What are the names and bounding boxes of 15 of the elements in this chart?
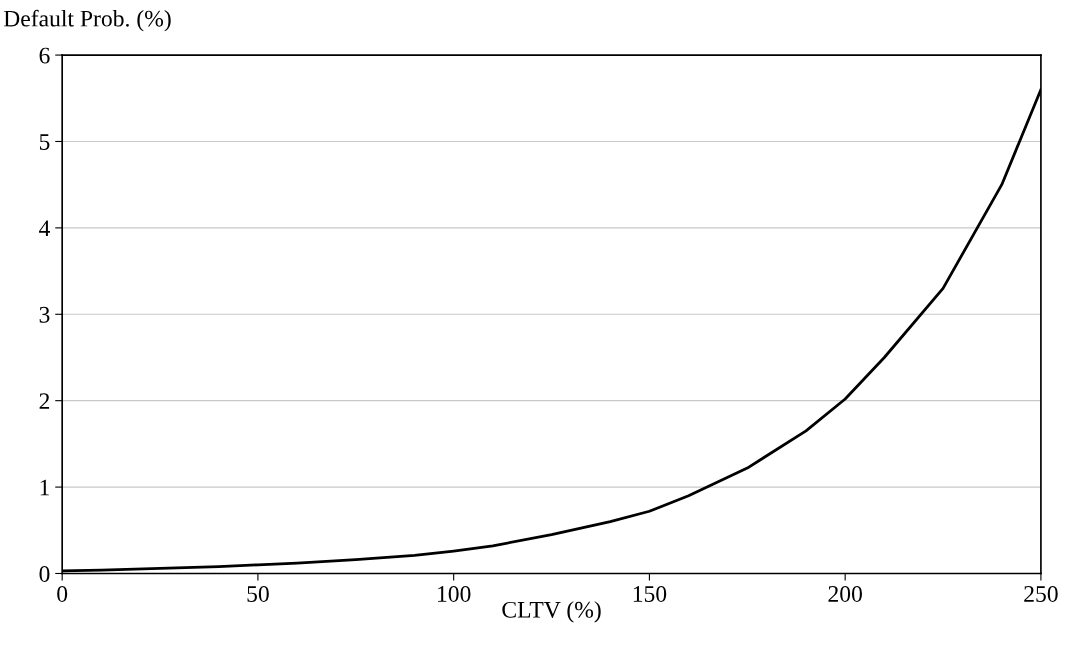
x-tick-label: 250 <box>1024 585 1058 602</box>
y-tick-label: 1 <box>40 479 49 496</box>
y-axis-title: Default Prob. (%) <box>3 9 171 32</box>
y-tick-label: 5 <box>39 134 50 150</box>
x-tick-label: 50 <box>247 585 269 602</box>
x-tick-label: 100 <box>438 585 471 602</box>
x-tick-label: 0 <box>57 585 68 602</box>
y-tick-label: 4 <box>39 220 50 237</box>
y-tick-label: 0 <box>39 565 50 582</box>
x-tick-label: 200 <box>828 585 862 602</box>
x-axis-title: CLTV (%) <box>502 601 601 623</box>
x-tick-label: 150 <box>633 585 667 602</box>
y-tick-label: 3 <box>39 306 50 323</box>
y-tick-label: 6 <box>39 47 50 64</box>
y-tick-label: 2 <box>39 393 50 409</box>
